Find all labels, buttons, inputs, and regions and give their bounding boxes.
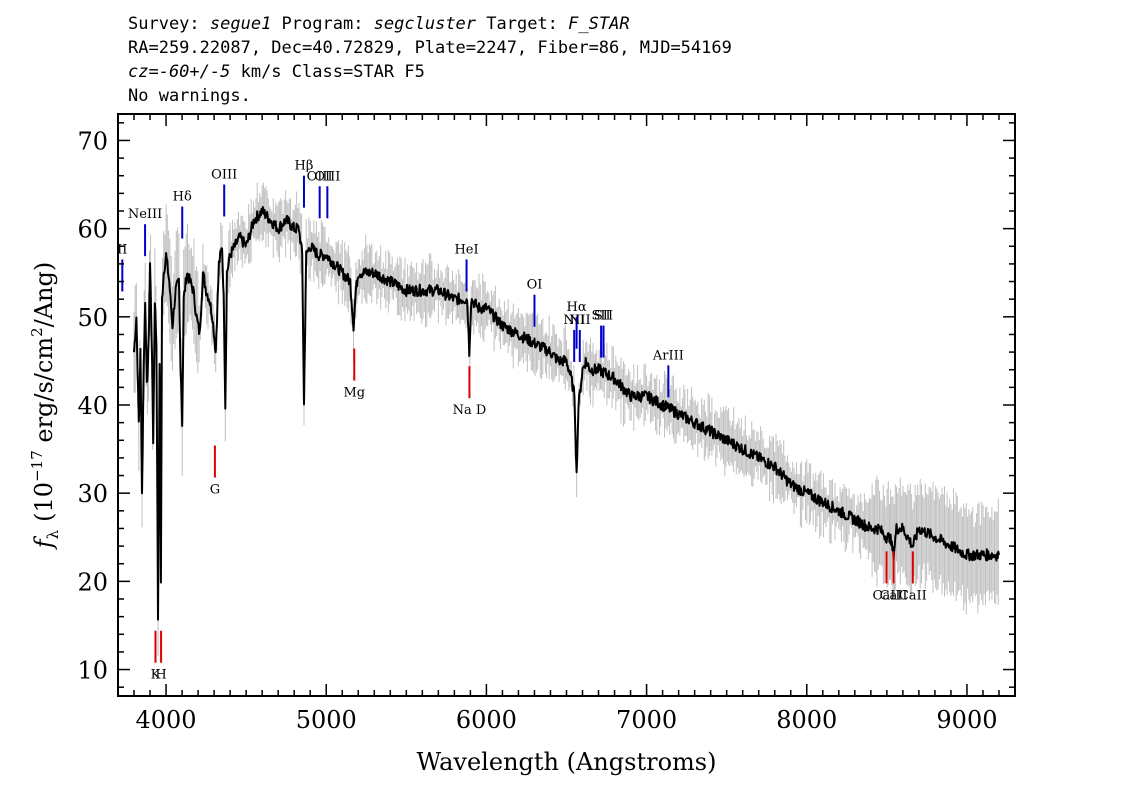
emission-line-9: Hα — [567, 300, 587, 349]
absorption-line-2: G — [210, 445, 220, 498]
y-axis-unit-mid: erg/s/cm — [30, 337, 58, 451]
y-tick-label: 10 — [77, 657, 108, 685]
line-label: NII — [569, 313, 591, 328]
absorption-line-0: K — [151, 630, 161, 683]
flux-line — [133, 206, 1000, 621]
header-coordinates-line: RA=259.22087, Dec=40.72829, Plate=2247, … — [128, 38, 732, 58]
line-label: SII — [592, 309, 611, 324]
line-label: OIII — [211, 168, 237, 183]
emission-line-10: NII — [569, 313, 591, 362]
y-tick-label: 20 — [77, 568, 108, 596]
line-label: NII — [563, 313, 585, 328]
y-tick-label: 40 — [77, 392, 108, 420]
line-label: CaII — [880, 588, 908, 603]
line-label: Mg — [343, 386, 365, 401]
target-label: Target: — [476, 14, 569, 34]
x-tick-label: 8000 — [776, 706, 837, 734]
flux-series — [133, 206, 1000, 621]
y-tick-label: 70 — [77, 127, 108, 155]
y-axis-title: fλ(10−17 erg/s/cm2/Ang) — [28, 262, 62, 550]
emission-line-6: HeI — [454, 242, 479, 292]
line-label: ArIII — [652, 348, 684, 363]
line-label: II — [117, 242, 127, 257]
emission-line-12: SII — [594, 309, 613, 358]
emission-line-14: II — [117, 242, 127, 292]
header-survey-line: Survey: segue1 Program: segcluster Targe… — [128, 12, 732, 36]
emission-line-1: Hδ — [173, 190, 192, 239]
emission-line-2: OIII — [211, 168, 237, 217]
survey-label: Survey: — [128, 14, 210, 34]
y-tick-label: 60 — [77, 216, 108, 244]
emission-line-0: NeIII — [128, 207, 162, 257]
axes: 4000 5000 6000 7000 8000 9000 10 20 30 40 50 60 70 — [77, 113, 1016, 734]
absorption-line-4: Na D — [453, 366, 487, 418]
error-band — [133, 182, 999, 657]
y-tick-label: 30 — [77, 480, 108, 508]
line-label: NeIII — [128, 207, 162, 222]
header-redshift-line: cz=-60+/-5 km/s Class=STAR F5 — [128, 60, 732, 84]
redshift-value: cz=-60+/-5 — [128, 62, 231, 82]
absorption-line-3: Mg — [343, 348, 365, 401]
line-label: K — [151, 668, 161, 683]
emission-line-7: OI — [527, 278, 543, 327]
absorption-line-7: CaII — [899, 551, 927, 603]
line-label: OIII — [314, 169, 340, 184]
header-warnings-line: No warnings. — [128, 86, 251, 106]
survey-value: segue1 — [209, 14, 272, 34]
emission-line-3: Hβ — [295, 159, 314, 208]
y-axis-exponent: −17 — [28, 450, 46, 482]
absorption-line-1: H — [155, 630, 167, 683]
target-value: F_STAR — [568, 14, 630, 34]
y-axis-subscript: λ — [44, 529, 62, 539]
line-label: CaII — [899, 588, 927, 603]
x-tick-label: 4000 — [136, 706, 197, 734]
line-label: OIII — [307, 169, 333, 184]
emission-line-11: SII — [592, 309, 611, 358]
spectrum-header: Survey: segue1 Program: segcluster Targe… — [128, 12, 732, 108]
absorption-line-6: CaII — [880, 551, 908, 603]
line-label: Hβ — [295, 159, 314, 174]
x-tick-label: 9000 — [936, 706, 997, 734]
emission-line-13: ArIII — [652, 348, 684, 398]
x-tick-label: 5000 — [296, 706, 357, 734]
emission-line-5: OIII — [314, 169, 340, 219]
line-label: OI — [527, 278, 543, 293]
plot-frame — [117, 113, 1016, 697]
absorption-line-5: CaII — [873, 551, 901, 603]
y-axis-squared: 2 — [28, 327, 46, 337]
x-tick-label: 6000 — [456, 706, 517, 734]
y-axis-unit-close: /Ang) — [30, 262, 58, 328]
program-value: segcluster — [373, 14, 477, 34]
x-axis-title: Wavelength (Angstroms) — [417, 748, 717, 776]
line-label: Na D — [453, 403, 487, 418]
line-label: Hα — [567, 300, 587, 315]
class-value: km/s Class=STAR F5 — [230, 62, 425, 82]
line-label: H — [155, 668, 166, 683]
y-tick-label: 50 — [77, 304, 108, 332]
line-label: HeI — [454, 242, 478, 257]
error-band-path — [133, 182, 999, 657]
emission-line-8: NII — [563, 313, 585, 362]
program-label: Program: — [271, 14, 374, 34]
x-tick-label: 7000 — [616, 706, 677, 734]
line-label: SII — [594, 309, 613, 324]
line-label: G — [210, 483, 220, 498]
line-label: CaII — [873, 588, 901, 603]
emission-line-4: OIII — [307, 169, 333, 219]
line-label: Hδ — [173, 190, 192, 205]
y-axis-unit-open: (10 — [30, 482, 58, 522]
